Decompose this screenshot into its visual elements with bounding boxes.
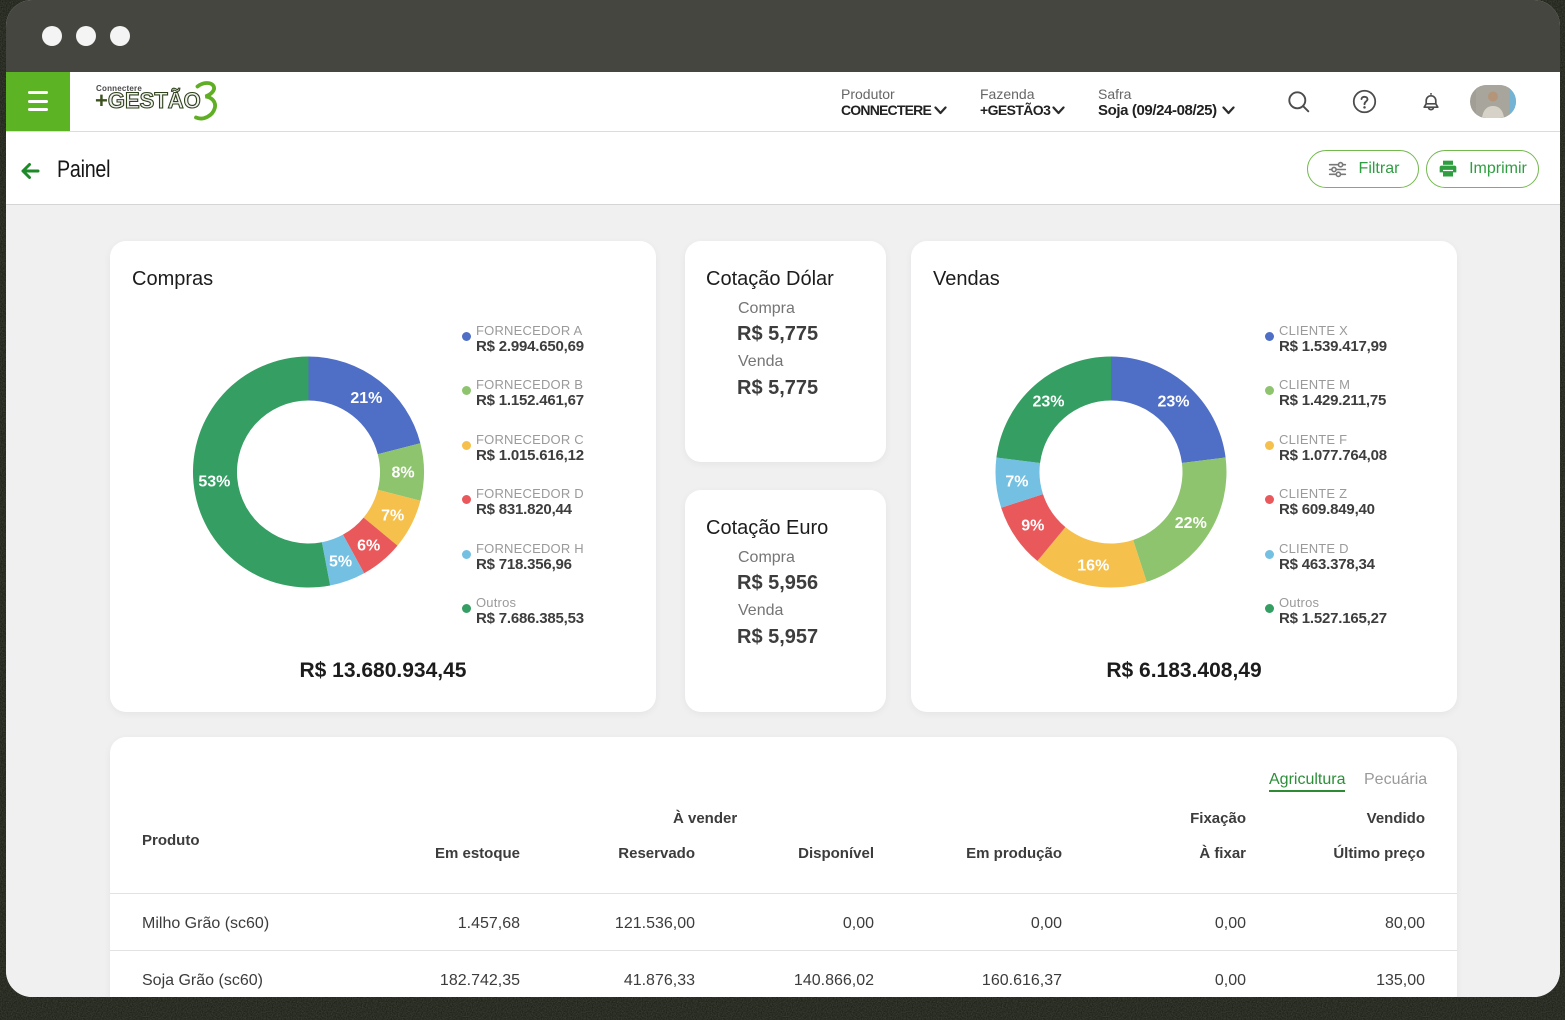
svg-text:23%: 23% [1032, 394, 1064, 411]
svg-text:53%: 53% [198, 473, 230, 490]
svg-text:22%: 22% [1175, 515, 1207, 532]
svg-text:23%: 23% [1157, 394, 1189, 411]
svg-text:9%: 9% [1021, 518, 1044, 535]
svg-text:8%: 8% [391, 465, 414, 482]
svg-text:21%: 21% [350, 390, 382, 407]
svg-text:6%: 6% [357, 537, 380, 554]
svg-text:7%: 7% [381, 507, 404, 524]
svg-text:7%: 7% [1005, 473, 1028, 490]
svg-text:16%: 16% [1077, 557, 1109, 574]
svg-text:5%: 5% [329, 553, 352, 570]
